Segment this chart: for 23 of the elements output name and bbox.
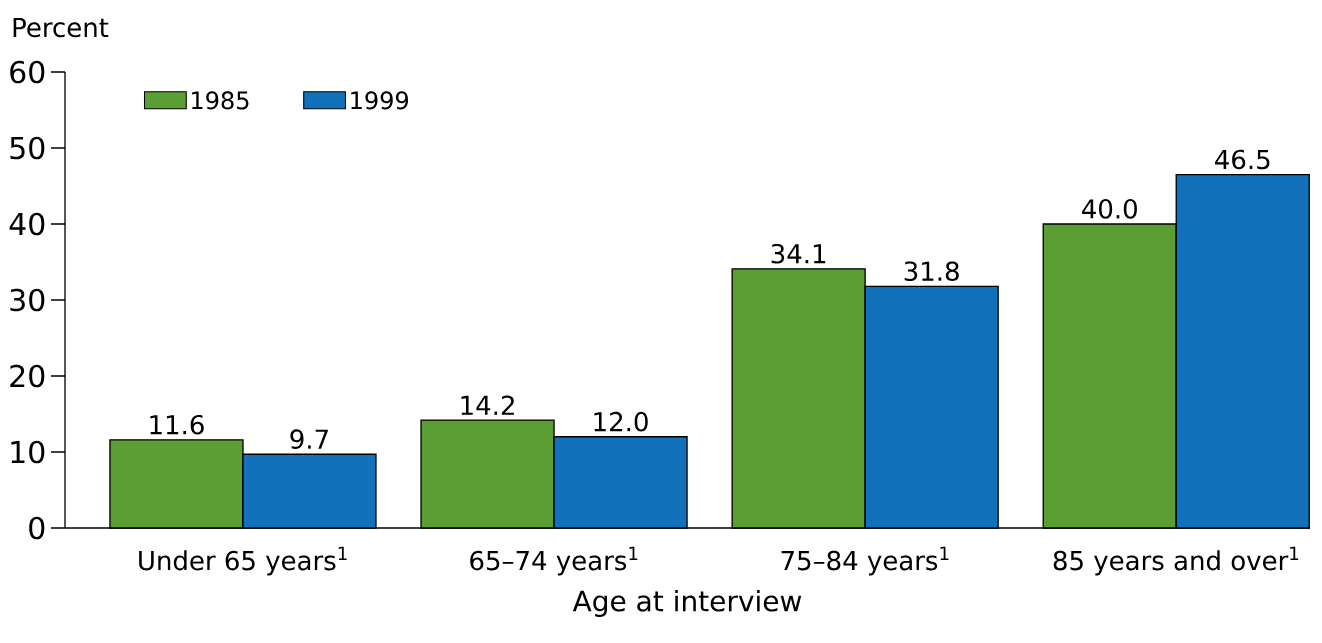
y-tick-label: 50 [10, 136, 45, 160]
y-tick-label: 30 [10, 288, 45, 312]
data-label: 31.8 [904, 261, 959, 282]
y-tick-label: 20 [10, 364, 45, 388]
y-tick-label: 60 [10, 60, 45, 84]
x-axis-title: Age at interview [572, 589, 802, 618]
data-label: 40.0 [1082, 199, 1137, 219]
x-tick-label: 75–84 years$^{1}$ [781, 546, 949, 576]
legend-label: 1999 [351, 91, 409, 110]
data-label: 14.2 [461, 395, 514, 415]
data-label: 11.6 [150, 414, 204, 435]
legend-label: 1985 [192, 91, 249, 110]
x-tick-label: Under 65 years$^{1}$ [139, 546, 347, 576]
data-label: 12.0 [594, 411, 648, 432]
y-axis-title: Percent [13, 17, 109, 38]
data-label: 34.1 [771, 243, 826, 264]
y-tick-label: 0 [29, 516, 45, 540]
y-tick-label: 10 [11, 440, 45, 464]
data-label: 9.7 [290, 429, 328, 450]
data-label: 46.5 [1215, 149, 1270, 170]
y-tick-label: 40 [9, 212, 45, 236]
x-tick-label: 85 years and over$^{1}$ [1053, 546, 1299, 576]
x-tick-label: 65–74 years$^{1}$ [470, 546, 638, 576]
